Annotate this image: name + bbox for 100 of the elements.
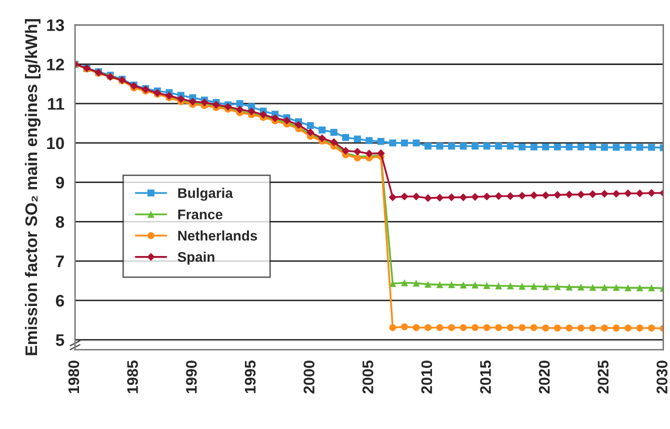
point [530,191,538,200]
point [542,324,550,332]
point [460,282,467,289]
point [460,324,467,332]
point [518,324,526,332]
point [366,137,373,144]
point [460,142,467,150]
point [377,138,384,145]
legend-label: Netherlands [178,230,258,241]
point [400,140,408,146]
point [554,283,561,290]
point [448,142,455,150]
x-tick-label: 1980 [68,360,80,394]
point [518,143,526,150]
point [354,136,361,143]
point [342,146,350,155]
point [412,140,420,146]
y-axis-title: Emission factor SO₂ main engines [g/kWh] [24,19,41,356]
x-tick-label: 1995 [244,360,256,394]
point [482,192,491,200]
point [472,324,479,332]
x-tick-label: 2015 [480,360,491,394]
point [424,280,432,288]
point [306,128,314,136]
point [566,284,573,291]
point [542,191,550,200]
point [506,142,514,150]
point [624,189,632,198]
point [471,192,479,201]
point [459,193,468,202]
point [636,189,644,198]
point [566,324,573,332]
point [506,192,514,200]
y-tick-label: 9 [56,176,64,189]
point [400,279,408,286]
point [542,143,550,150]
point [530,324,538,332]
point [412,192,420,200]
point [601,324,608,332]
point [412,324,420,332]
point [589,143,596,150]
point [624,144,632,151]
point [588,190,597,198]
point [353,148,362,156]
point [648,144,656,151]
point [400,192,408,200]
point [648,324,656,332]
y-tick-label: 5 [56,334,64,346]
point [542,283,550,290]
point [472,282,479,289]
point [612,144,620,151]
x-tick-label: 2010 [421,360,432,394]
point [566,143,573,150]
point [589,324,596,332]
point [554,143,561,150]
point [330,128,338,136]
point [648,284,656,292]
point [483,142,490,150]
point [577,284,584,291]
point [177,94,185,103]
point [412,280,420,287]
y-tick-label: 7 [56,256,64,268]
point [389,140,396,146]
point [318,126,326,134]
point [448,324,455,332]
point [424,194,432,202]
point [377,149,385,158]
point [612,190,620,198]
point [342,134,350,141]
point [436,281,444,288]
y-tick-label: 10 [47,137,64,150]
x-tick-label: 2020 [538,360,550,394]
point [518,192,526,200]
point [577,143,584,150]
point [624,284,632,292]
point [365,150,374,158]
point [624,324,632,332]
point [518,282,526,290]
point [577,324,584,332]
x-tick-label: 1985 [127,360,138,394]
point [554,324,561,332]
point [601,144,608,151]
point [530,143,538,150]
point [448,193,456,202]
point [436,324,444,332]
point [472,142,479,150]
point [589,284,596,291]
point [483,282,490,289]
point [530,282,538,290]
x-tick-label: 2000 [304,360,314,394]
x-tick-label: 1990 [186,360,197,394]
point [577,190,585,198]
point [495,282,502,290]
point [506,324,514,332]
point [294,120,303,129]
point [636,324,644,332]
point [388,193,397,202]
point [236,100,244,108]
point [636,144,644,151]
x-tick-label: 2005 [362,360,374,394]
